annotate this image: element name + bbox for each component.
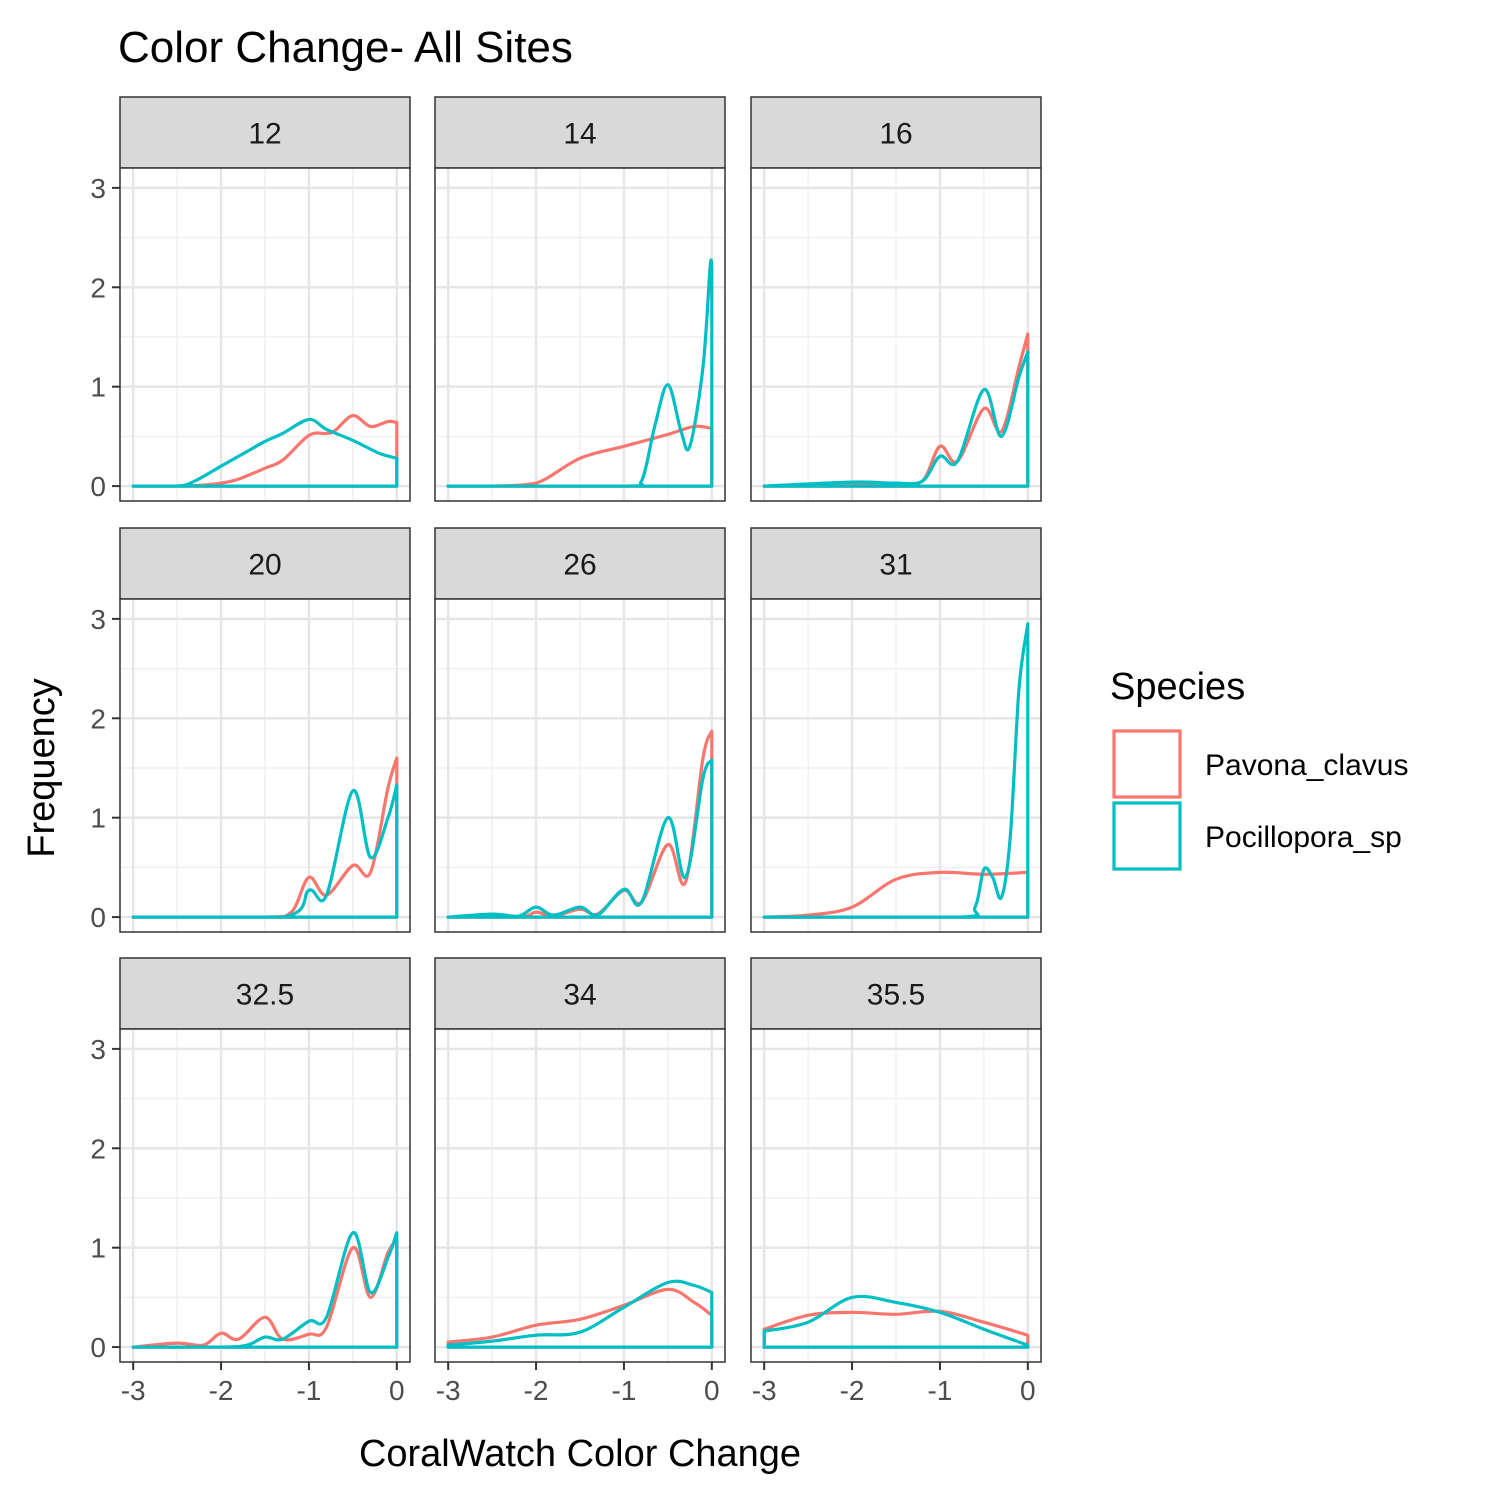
facet-strip-label: 12 — [248, 118, 281, 151]
facet-strip-label: 31 — [879, 549, 912, 582]
x-tick-label: -1 — [611, 1375, 636, 1406]
series-line-Pocillopora_sp — [762, 622, 1030, 919]
y-tick-label: 0 — [90, 471, 106, 502]
facet-panel-14: 14 — [434, 96, 726, 502]
series-line-Pocillopora_sp — [446, 758, 714, 919]
facet-strip-label: 16 — [879, 118, 912, 151]
chart-title: Color Change- All Sites — [118, 23, 573, 72]
legend-entry-Pavona_clavus: Pavona_clavus — [1112, 729, 1408, 799]
facet-strip-label: 26 — [563, 549, 596, 582]
facet-panel-31: 31 — [750, 527, 1042, 933]
x-tick-label: 0 — [1020, 1375, 1036, 1406]
facet-strip-label: 14 — [563, 118, 596, 151]
x-tick-label: -1 — [296, 1375, 321, 1406]
facet-strip — [434, 527, 726, 600]
facet-panel-32.5: 32.5 0 1 2 3 -3 -2 -1 0 — [90, 957, 411, 1406]
y-tick-label: 0 — [90, 1332, 106, 1363]
facet-strip-label: 35.5 — [867, 979, 925, 1012]
y-tick-label: 1 — [90, 803, 106, 834]
facet-panel-20: 20 0 1 2 3 — [90, 527, 411, 933]
panel-border — [434, 598, 726, 933]
legend-label: Pavona_clavus — [1205, 749, 1408, 782]
facet-panel-35.5: 35.5 -3 -2 -1 0 — [750, 957, 1042, 1406]
facet-strip-label: 20 — [248, 549, 281, 582]
series-line-Pocillopora_sp — [131, 783, 399, 919]
legend: Species Pavona_clavus Pocillopora_sp — [1110, 666, 1408, 871]
x-tick-label: -3 — [121, 1375, 146, 1406]
x-axis-title: CoralWatch Color Change — [359, 1433, 801, 1475]
series-line-Pocillopora_sp — [131, 417, 399, 488]
legend-entry-Pocillopora_sp: Pocillopora_sp — [1112, 801, 1402, 871]
series-line-Pavona_clavus — [446, 1287, 714, 1349]
facet-strip-label: 32.5 — [236, 979, 294, 1012]
legend-key — [1112, 801, 1182, 871]
panel-border — [750, 1028, 1042, 1363]
x-tick-label: 0 — [704, 1375, 720, 1406]
series-line-Pocillopora_sp — [762, 1294, 1030, 1349]
panel-border — [434, 167, 726, 502]
facet-strip — [119, 527, 411, 600]
panel-border — [750, 598, 1042, 933]
y-tick-label: 1 — [90, 372, 106, 403]
y-tick-label: 2 — [90, 1133, 106, 1164]
facet-panel-26: 26 — [434, 527, 726, 933]
y-tick-label: 0 — [90, 902, 106, 933]
facet-strip — [750, 96, 1042, 169]
series-line-Pocillopora_sp — [762, 350, 1030, 488]
facet-strip — [119, 96, 411, 169]
y-tick-label: 3 — [90, 604, 106, 635]
series-line-Pocillopora_sp — [446, 1279, 714, 1349]
facet-panel-34: 34 -3 -2 -1 0 — [434, 957, 726, 1406]
panel-border — [434, 1028, 726, 1363]
panel-border — [119, 167, 411, 502]
x-tick-label: 0 — [389, 1375, 405, 1406]
series-line-Pavona_clavus — [762, 1309, 1030, 1349]
series-line-Pavona_clavus — [762, 332, 1030, 488]
facet-panel-16: 16 — [750, 96, 1042, 502]
facet-strip — [434, 96, 726, 169]
x-tick-label: -3 — [436, 1375, 461, 1406]
x-tick-label: -3 — [752, 1375, 777, 1406]
series-line-Pavona_clavus — [762, 870, 1030, 919]
y-tick-label: 3 — [90, 1034, 106, 1065]
legend-label: Pocillopora_sp — [1205, 821, 1402, 854]
legend-key — [1112, 729, 1182, 799]
series-line-Pavona_clavus — [131, 1238, 399, 1349]
x-tick-label: -2 — [524, 1375, 549, 1406]
y-tick-label: 1 — [90, 1233, 106, 1264]
panel-border — [119, 1028, 411, 1363]
legend-title: Species — [1110, 666, 1245, 708]
x-tick-label: -1 — [927, 1375, 952, 1406]
y-tick-label: 3 — [90, 173, 106, 204]
facet-strip-label: 34 — [563, 979, 596, 1012]
x-tick-label: -2 — [209, 1375, 234, 1406]
panel-border — [750, 167, 1042, 502]
x-tick-label: -2 — [840, 1375, 865, 1406]
y-tick-label: 2 — [90, 703, 106, 734]
y-tick-label: 2 — [90, 272, 106, 303]
series-line-Pocillopora_sp — [446, 258, 714, 488]
panel-border — [119, 598, 411, 933]
series-line-Pocillopora_sp — [131, 1231, 399, 1349]
y-axis-title: Frequency — [21, 678, 63, 858]
